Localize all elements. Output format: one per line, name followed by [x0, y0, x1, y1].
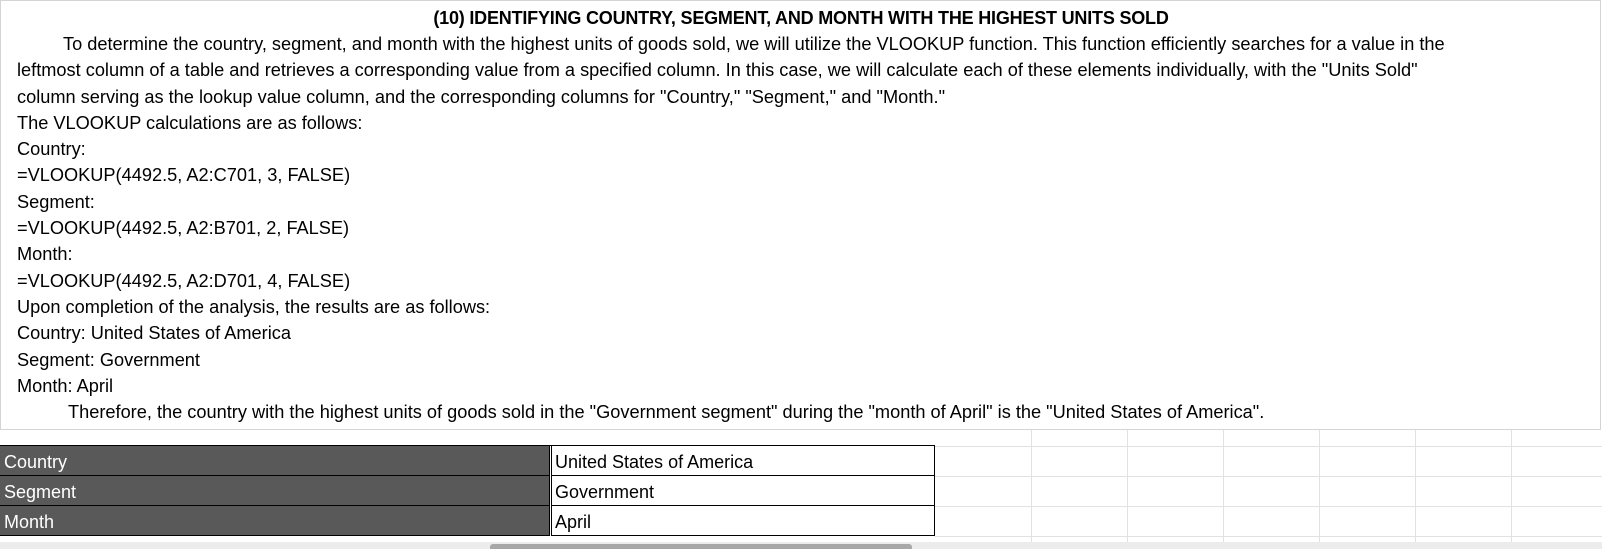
text-box-content: (10) IDENTIFYING COUNTRY, SEGMENT, AND M…	[17, 5, 1597, 425]
country-heading: Country:	[17, 139, 86, 160]
text-box-title: (10) IDENTIFYING COUNTRY, SEGMENT, AND M…	[433, 8, 1169, 28]
gridline-col-4	[1319, 430, 1320, 542]
paragraph-line-2: leftmost column of a table and retrieves…	[17, 60, 1418, 81]
result-country: Country: United States of America	[17, 323, 291, 344]
summary-label-segment[interactable]: Segment	[0, 476, 550, 506]
gridline-row-3	[935, 536, 1602, 537]
gridline-row-top	[935, 446, 1602, 447]
paragraph-line-3: column serving as the lookup value colum…	[17, 86, 946, 107]
gridline-col-1	[1031, 430, 1032, 542]
summary-value-country[interactable]: United States of America	[551, 446, 935, 476]
gridline-col-5	[1415, 430, 1416, 542]
gridline-row-2	[935, 506, 1602, 507]
summary-value-month[interactable]: April	[551, 506, 935, 536]
paragraph-line-1: To determine the country, segment, and m…	[63, 34, 1445, 54]
segment-heading: Segment:	[17, 191, 95, 212]
horizontal-scrollbar-thumb[interactable]	[490, 544, 912, 549]
table-top-border	[0, 445, 935, 446]
summary-label-country[interactable]: Country	[0, 446, 550, 476]
gridline-row-1	[935, 476, 1602, 477]
result-month: Month: April	[17, 375, 114, 396]
country-formula: =VLOOKUP(4492.5, A2:C701, 3, FALSE)	[17, 165, 351, 186]
summary-label-month[interactable]: Month	[0, 506, 550, 536]
gridline-col-6	[1511, 430, 1512, 542]
month-formula: =VLOOKUP(4492.5, A2:D701, 4, FALSE)	[17, 270, 351, 291]
gridline-col-2	[1127, 430, 1128, 542]
summary-value-segment[interactable]: Government	[551, 476, 935, 506]
segment-formula: =VLOOKUP(4492.5, A2:B701, 2, FALSE)	[17, 218, 350, 239]
calc-intro: The VLOOKUP calculations are as follows:	[17, 112, 363, 133]
explanation-text-box[interactable]: (10) IDENTIFYING COUNTRY, SEGMENT, AND M…	[0, 0, 1601, 430]
results-intro: Upon completion of the analysis, the res…	[17, 296, 491, 317]
result-segment: Segment: Government	[17, 349, 200, 370]
conclusion: Therefore, the country with the highest …	[68, 402, 1265, 423]
gridline-col-3	[1223, 430, 1224, 542]
month-heading: Month:	[17, 244, 73, 265]
